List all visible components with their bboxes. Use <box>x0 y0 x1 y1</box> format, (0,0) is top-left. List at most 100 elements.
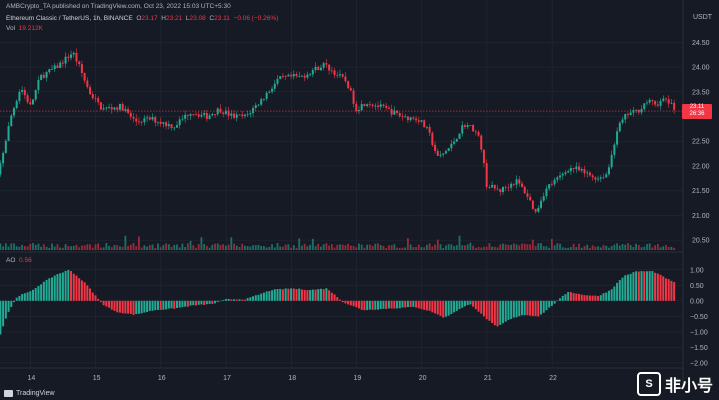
candle-body <box>127 109 130 113</box>
ao-bar <box>616 282 619 301</box>
volume-bar <box>320 246 322 250</box>
candle-body <box>434 144 437 151</box>
candle-body <box>292 74 295 77</box>
volume-bar <box>493 246 496 250</box>
ao-bar <box>654 272 657 301</box>
candle-body <box>37 80 40 91</box>
ao-bar <box>135 300 138 315</box>
volume-bar <box>583 246 586 250</box>
volume-bar <box>292 245 295 250</box>
candle-body <box>2 152 5 164</box>
ao-bar <box>113 300 116 311</box>
volume-bar <box>132 243 135 250</box>
ao-bar <box>374 300 377 310</box>
low-value: 23.08 <box>189 15 206 22</box>
volume-bar <box>426 244 428 250</box>
candle-body <box>86 80 89 88</box>
volume-bar <box>2 246 5 250</box>
volume-bar <box>537 243 540 250</box>
candle-body <box>512 183 515 185</box>
volume-bar <box>214 243 216 250</box>
candle-body <box>531 200 534 209</box>
time-axis[interactable]: 14 15 16 17 18 19 20 21 22 <box>28 375 557 382</box>
ao-bar <box>21 294 24 301</box>
candle-body <box>387 107 390 109</box>
symbol-legend[interactable]: Ethereum Classic / TetherUS, 1h, BINANCE… <box>6 15 278 22</box>
price-axis[interactable]: USDT 20.50 21.00 21.50 22.00 22.50 23.00… <box>692 14 713 245</box>
candle-body <box>477 131 480 136</box>
ao-bar <box>463 300 466 307</box>
volume-bar <box>151 244 154 250</box>
ao-bar <box>567 291 570 301</box>
candle-body <box>70 54 73 58</box>
volume-bar <box>377 243 379 250</box>
volume-bar <box>458 235 461 250</box>
ao-bar <box>26 292 29 301</box>
volume-bar <box>512 243 515 250</box>
ao-legend[interactable]: AO 0.56 <box>6 257 32 264</box>
candle-body <box>491 184 494 188</box>
candle-body <box>520 183 523 187</box>
candle-body <box>404 116 407 118</box>
ao-bar <box>423 300 426 310</box>
candle-body <box>591 175 594 178</box>
time-tick: 14 <box>28 375 36 382</box>
volume-bar <box>371 245 374 250</box>
volume-bar <box>591 245 594 250</box>
volume-bar <box>167 244 170 250</box>
volume-bar <box>455 245 458 250</box>
candle-body <box>406 116 409 121</box>
volume-legend[interactable]: Vol 19.212K <box>6 25 43 32</box>
candle-body <box>330 70 333 72</box>
ao-axis[interactable]: 1.00 0.50 0.00 −0.50 −1.00 −1.50 −2.00 <box>690 267 708 367</box>
volume-bar <box>480 247 483 250</box>
volume-bar <box>116 245 119 250</box>
candle-body <box>311 70 314 75</box>
volume-bar <box>556 243 559 250</box>
ao-bar <box>317 289 320 301</box>
ao-bar <box>420 300 423 310</box>
volume-bar <box>89 244 91 250</box>
volume-bar <box>135 246 138 250</box>
candle-body <box>559 175 562 178</box>
ao-bar <box>439 300 442 316</box>
volume-bar <box>618 245 621 250</box>
volume-bar <box>648 243 651 250</box>
volume-bar <box>230 237 233 250</box>
volume-bar <box>249 246 252 250</box>
candle-body <box>230 113 233 116</box>
candle-body <box>599 177 602 179</box>
ao-bar <box>127 300 130 314</box>
volume-bar <box>496 247 499 250</box>
volume-bar <box>412 247 415 250</box>
ao-bar <box>184 300 187 307</box>
time-tick: 20 <box>419 375 427 382</box>
candle-body <box>192 114 195 115</box>
candle-body <box>415 118 418 121</box>
volume-bar <box>409 244 412 250</box>
candle-body <box>482 149 485 164</box>
volume-bar <box>442 247 445 250</box>
volume-bar <box>48 247 51 250</box>
ao-bar <box>488 300 491 321</box>
volume-bar <box>428 243 431 250</box>
volume-bar <box>238 247 241 250</box>
candle-body <box>94 98 97 99</box>
ao-bar <box>110 300 113 310</box>
ao-bar <box>80 280 83 301</box>
ao-bar <box>504 300 507 322</box>
ao-bar <box>64 270 67 301</box>
candle-body <box>18 91 21 102</box>
volume-bar <box>328 245 331 250</box>
ao-bar <box>15 297 18 301</box>
volume-bar <box>379 245 382 250</box>
candle-body <box>298 76 301 77</box>
volume-bar <box>110 247 113 250</box>
candle-body <box>89 87 92 95</box>
ao-bar <box>537 300 540 317</box>
candle-body <box>118 103 121 110</box>
tradingview-logo[interactable]: TradingView <box>4 390 55 397</box>
volume-bar <box>317 243 320 250</box>
ao-bar <box>224 298 227 301</box>
